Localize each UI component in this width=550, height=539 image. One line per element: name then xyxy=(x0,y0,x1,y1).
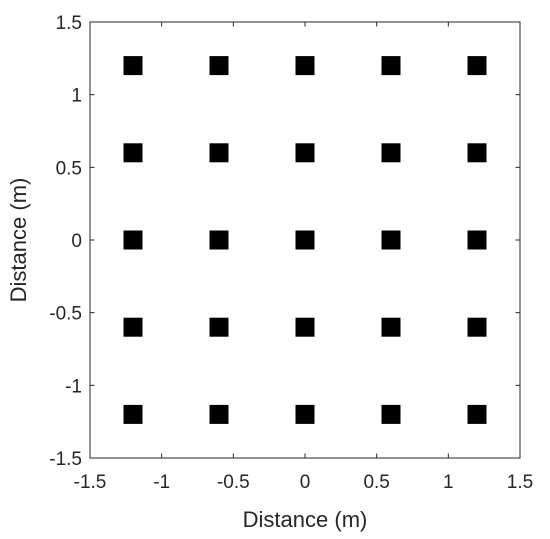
x-axis-label: Distance (m) xyxy=(243,507,368,532)
x-tick-label: 1 xyxy=(443,472,454,493)
x-tick-label: 1.5 xyxy=(507,472,533,493)
data-point-square xyxy=(295,143,315,163)
data-point-square xyxy=(467,404,487,424)
data-point-square xyxy=(381,56,401,76)
data-point-square xyxy=(381,317,401,337)
data-point-square xyxy=(381,404,401,424)
data-point-square xyxy=(381,230,401,250)
data-point-square xyxy=(381,143,401,163)
y-tick-label: 1.5 xyxy=(56,13,82,34)
data-point-square xyxy=(123,143,143,163)
data-point-square xyxy=(467,56,487,76)
data-point-square xyxy=(123,317,143,337)
data-point-square xyxy=(295,404,315,424)
data-point-square xyxy=(467,317,487,337)
x-tick-label: -1 xyxy=(153,472,170,493)
x-tick-label: 0.5 xyxy=(363,472,389,493)
data-point-square xyxy=(467,230,487,250)
y-tick-label: 0.5 xyxy=(56,158,82,179)
x-tick-label: -1.5 xyxy=(74,472,107,493)
data-point-square xyxy=(209,143,229,163)
data-point-square xyxy=(467,143,487,163)
data-point-square xyxy=(123,230,143,250)
y-tick-label: -0.5 xyxy=(49,304,82,325)
y-axis-label: Distance (m) xyxy=(6,178,31,303)
data-point-square xyxy=(209,230,229,250)
data-point-square xyxy=(209,317,229,337)
data-point-square xyxy=(209,56,229,76)
y-tick-label: 1 xyxy=(71,86,82,107)
data-point-square xyxy=(123,56,143,76)
y-axis: -1.5 -1 -0.5 0 0.5 1 1.5 xyxy=(49,13,520,470)
x-tick-label: 0 xyxy=(300,472,311,493)
data-point-square xyxy=(295,317,315,337)
data-point-square xyxy=(295,56,315,76)
data-point-square xyxy=(209,404,229,424)
y-tick-label: 0 xyxy=(71,231,82,252)
x-tick-label: -0.5 xyxy=(217,472,250,493)
data-point-square xyxy=(123,404,143,424)
data-point-square xyxy=(295,230,315,250)
data-points xyxy=(123,56,487,424)
y-tick-label: -1.5 xyxy=(49,449,82,470)
y-tick-label: -1 xyxy=(65,376,82,397)
x-axis: -1.5 -1 -0.5 0 0.5 1 1.5 xyxy=(74,22,533,493)
